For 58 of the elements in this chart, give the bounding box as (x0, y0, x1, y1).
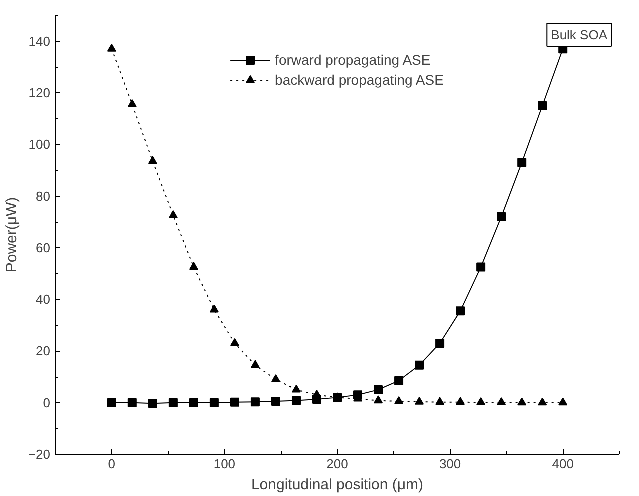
point (292, 384, 301, 393)
point (497, 212, 506, 222)
x-tick-label: 400 (552, 456, 574, 472)
point (518, 158, 527, 168)
point (168, 398, 178, 408)
annotation: Bulk SOA (551, 28, 608, 42)
point (250, 398, 260, 407)
point (436, 338, 445, 348)
y-tick-label: 100 (28, 137, 51, 152)
point (148, 399, 158, 408)
x-tick-label: 0 (108, 456, 116, 472)
point (107, 398, 116, 408)
point (128, 398, 137, 408)
legend-label: forward propagating ASE (275, 52, 431, 68)
point (168, 210, 178, 218)
point (436, 397, 445, 406)
y-tick-label: 40 (36, 292, 51, 308)
point (189, 262, 198, 270)
point (374, 385, 384, 394)
point (538, 101, 548, 110)
point (230, 398, 240, 407)
point (476, 262, 486, 272)
point (148, 156, 158, 164)
y-tick-label: 80 (36, 188, 51, 204)
y-tick-label: 60 (36, 240, 51, 256)
point (374, 396, 384, 404)
point (189, 398, 198, 408)
point (250, 360, 260, 368)
point (292, 396, 301, 406)
point (210, 304, 219, 313)
point (128, 99, 137, 108)
point (394, 376, 404, 386)
legend-label: backward propagating ASE (275, 72, 444, 88)
point (415, 396, 424, 405)
point (210, 398, 219, 408)
point (497, 397, 506, 406)
y-tick-label: 20 (36, 344, 51, 359)
point (271, 397, 280, 406)
point (476, 397, 486, 406)
y-axis-title: Power(μW) (3, 197, 20, 273)
y-tick-label: 0 (43, 395, 51, 410)
point (230, 338, 240, 346)
y-tick-label: −20 (28, 447, 51, 462)
point (394, 396, 404, 404)
point (518, 398, 527, 406)
point (456, 397, 466, 406)
point (558, 398, 568, 406)
x-tick-label: 300 (439, 456, 462, 472)
point (415, 360, 424, 370)
point (271, 374, 280, 382)
point (538, 398, 548, 406)
point (107, 44, 116, 52)
y-tick-label: 140 (28, 34, 51, 49)
x-axis-title: Longitudinal position (μm) (251, 476, 424, 494)
point (456, 306, 466, 316)
x-tick-label: 200 (326, 456, 348, 472)
y-tick-label: 120 (28, 85, 51, 100)
x-tick-label: 100 (214, 456, 236, 472)
